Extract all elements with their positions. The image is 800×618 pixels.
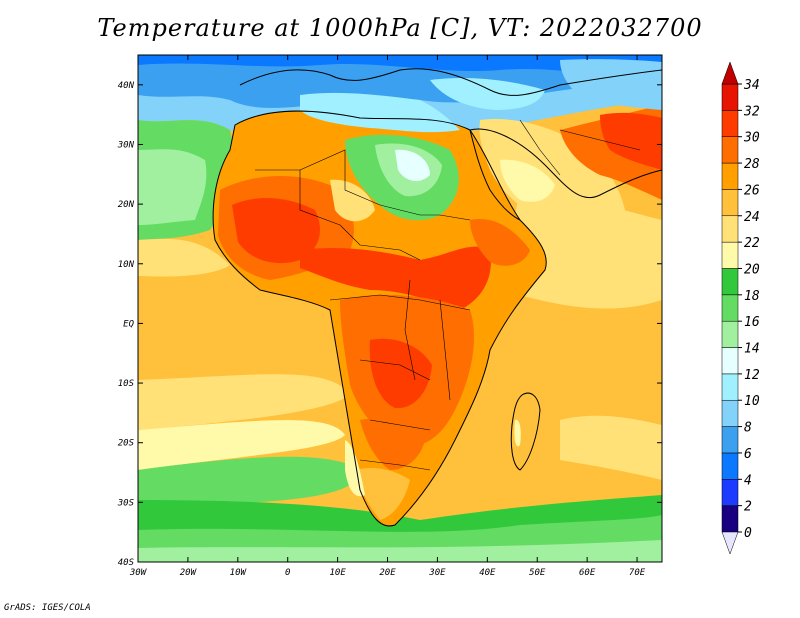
lat-label: EQ xyxy=(123,319,134,329)
colorbar-label: 10 xyxy=(744,394,760,409)
colorbar-label: 8 xyxy=(744,421,752,436)
colorbar-label: 18 xyxy=(744,289,760,304)
colorbar-segment xyxy=(721,294,739,322)
lon-label: 40E xyxy=(479,568,496,578)
colorbar-segment xyxy=(721,320,739,348)
colorbar-segment xyxy=(721,162,739,190)
longitude-labels: 30W 20W 10W 0 10E 20E 30E 40E 50E 60E 70E xyxy=(129,568,646,578)
colorbar-label: 0 xyxy=(744,526,752,541)
colorbar-label: 24 xyxy=(744,210,760,225)
colorbar-segment xyxy=(721,505,739,533)
colorbar-segment xyxy=(721,347,739,375)
latitude-labels: 40N 30N 20N 10N EQ 10S 20S 30S 40S xyxy=(117,81,135,568)
lat-label: 20N xyxy=(118,200,135,210)
axis-ticks xyxy=(137,55,662,563)
colorbar-over-triangle xyxy=(721,61,739,85)
colorbar-segment xyxy=(721,215,739,243)
lon-label: 20W xyxy=(180,568,198,578)
colorbar-label: 26 xyxy=(744,183,760,198)
lon-label: 0 xyxy=(285,568,290,578)
colorbar-label: 34 xyxy=(743,78,760,93)
lat-label: 10N xyxy=(118,260,135,270)
colorbar-segment xyxy=(721,110,739,137)
lon-label: 50E xyxy=(529,568,546,578)
colorbar-label: 12 xyxy=(744,368,760,383)
colorbar-segment xyxy=(721,452,739,480)
lon-label: 10W xyxy=(230,568,248,578)
lat-label: 30N xyxy=(117,140,135,150)
colorbar-label: 22 xyxy=(744,236,760,251)
lon-label: 20E xyxy=(379,568,396,578)
colorbar-segment xyxy=(721,426,739,454)
colorbar-label: 2 xyxy=(744,500,752,515)
lon-label: 70E xyxy=(629,568,646,578)
colorbar-segment xyxy=(721,268,739,296)
lon-label: 10E xyxy=(329,568,346,578)
temperature-field xyxy=(138,55,662,562)
colorbar-segment xyxy=(721,373,739,401)
plot-frame xyxy=(137,54,663,563)
lat-label: 40S xyxy=(118,558,135,568)
lon-label: 60E xyxy=(579,568,596,578)
coastlines xyxy=(212,68,663,527)
lat-label: 10S xyxy=(118,379,135,389)
lat-label: 40N xyxy=(118,81,135,91)
colorbar-segment xyxy=(721,241,739,269)
colorbar-segment xyxy=(721,399,739,427)
colorbar-under-triangle xyxy=(721,531,739,555)
colorbar-segment xyxy=(721,189,739,217)
colorbar-segment xyxy=(721,136,739,164)
lat-label: 20S xyxy=(118,439,135,449)
lon-label: 30E xyxy=(428,568,446,578)
colorbar-label: 32 xyxy=(743,104,760,119)
colorbar-segment xyxy=(721,479,739,506)
country-borders xyxy=(255,119,641,471)
colorbar-label: 14 xyxy=(744,342,760,357)
colorbar-label: 16 xyxy=(744,315,760,330)
colorbar-label: 4 xyxy=(744,473,752,488)
footer-credit: GrADS: IGES/COLA xyxy=(4,603,91,613)
colorbar-label: 6 xyxy=(744,447,752,462)
colorbar-segment xyxy=(721,83,739,111)
map-title: Temperature at 1000hPa [C], VT: 20220327… xyxy=(97,14,703,42)
lat-label: 30S xyxy=(117,498,135,508)
colorbar-label: 28 xyxy=(744,157,760,172)
colorbar-label: 30 xyxy=(743,131,760,146)
lon-label: 30W xyxy=(129,568,148,578)
colorbar-label: 20 xyxy=(744,262,760,277)
